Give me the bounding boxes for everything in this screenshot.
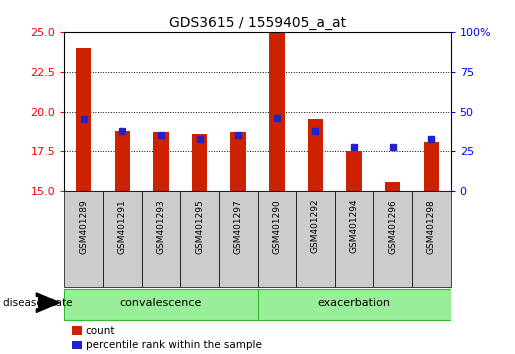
Text: count: count (85, 326, 115, 336)
Bar (64, 289, 258, 320)
FancyArrow shape (36, 293, 59, 313)
Text: GDS3615 / 1559405_a_at: GDS3615 / 1559405_a_at (169, 16, 346, 30)
Text: exacerbation: exacerbation (318, 298, 390, 308)
Bar (231, 132, 246, 191)
Text: convalescence: convalescence (120, 298, 202, 308)
Text: GSM401298: GSM401298 (427, 199, 436, 253)
Text: percentile rank within the sample: percentile rank within the sample (85, 340, 262, 350)
Text: GSM401289: GSM401289 (79, 199, 88, 253)
Bar (423, 142, 439, 191)
Bar (153, 132, 169, 191)
Bar (269, 34, 284, 191)
Bar (76, 48, 92, 191)
Text: GSM401296: GSM401296 (388, 199, 397, 253)
Bar (180, 191, 219, 287)
Bar (385, 182, 400, 191)
Bar (258, 191, 296, 287)
Text: GSM401295: GSM401295 (195, 199, 204, 253)
Bar (64, 191, 103, 287)
Bar (114, 131, 130, 191)
Bar (72, 341, 82, 349)
Text: GSM401292: GSM401292 (311, 199, 320, 253)
Bar (142, 191, 180, 287)
Bar (72, 326, 82, 335)
Text: GSM401294: GSM401294 (350, 199, 358, 253)
Bar (296, 191, 335, 287)
Bar (412, 191, 451, 287)
Text: GSM401293: GSM401293 (157, 199, 165, 253)
Bar (373, 191, 412, 287)
Bar (335, 191, 373, 287)
Bar (192, 134, 207, 191)
Bar (307, 120, 323, 191)
Text: GSM401290: GSM401290 (272, 199, 281, 253)
Bar (258, 289, 451, 320)
Bar (346, 152, 362, 191)
Text: GSM401291: GSM401291 (118, 199, 127, 253)
Text: GSM401297: GSM401297 (234, 199, 243, 253)
Bar (219, 191, 258, 287)
Text: disease state: disease state (3, 298, 72, 308)
Bar (103, 191, 142, 287)
